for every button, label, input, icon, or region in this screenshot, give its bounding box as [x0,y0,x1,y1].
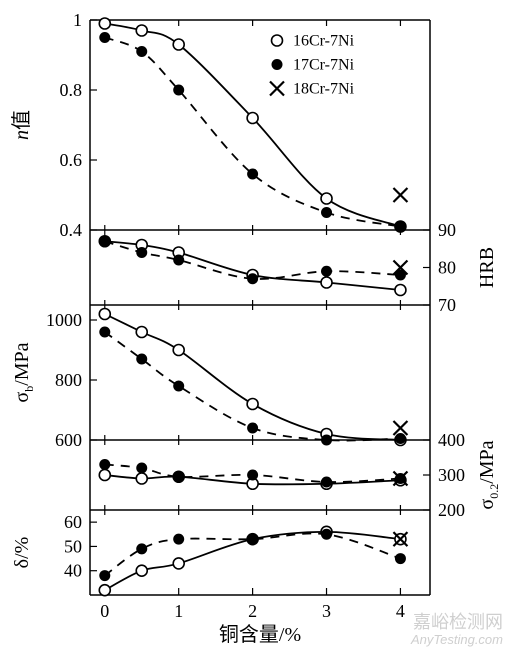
svg-text:800: 800 [55,370,82,390]
chart-svg: 0.4 0.6 0.8 1 n值 16Cr-7Ni 17Cr-7Ni 18Cr-7Ni 70 80… [0,0,511,653]
svg-text:3: 3 [322,601,331,621]
svg-text:40: 40 [64,561,82,581]
svg-text:300: 300 [438,465,465,485]
panel-markers-delta [99,526,407,595]
svg-text:n值: n值 [10,110,33,140]
svg-text:16Cr-7Ni: 16Cr-7Ni [293,33,355,50]
svg-text:σb/MPa: σb/MPa [11,342,36,402]
svg-text:1: 1 [73,10,82,30]
svg-text:0: 0 [100,601,109,621]
panel-markers-sigma_b [99,309,407,446]
svg-text:60: 60 [64,512,82,532]
svg-text:0.4: 0.4 [60,220,83,240]
panel-lines-n [105,24,401,227]
panel-markers-n [99,18,407,232]
multi-panel-chart: 0.4 0.6 0.8 1 n值 16Cr-7Ni 17Cr-7Ni 18Cr-7Ni 70 80… [0,0,511,653]
svg-text:σ0.2/MPa: σ0.2/MPa [476,440,501,509]
svg-text:0.8: 0.8 [60,80,83,100]
svg-text:70: 70 [438,295,456,315]
svg-text:80: 80 [438,258,456,278]
svg-text:50: 50 [64,536,82,556]
svg-text:18Cr-7Ni: 18Cr-7Ni [293,81,355,98]
svg-text:铜含量/%: 铜含量/% [219,623,301,646]
svg-text:600: 600 [55,430,82,450]
svg-text:400: 400 [438,430,465,450]
panel-lines-sigma_b [105,314,401,441]
svg-text:HRB: HRB [476,247,498,288]
svg-text:1: 1 [174,601,183,621]
svg-text:200: 200 [438,500,465,520]
svg-text:90: 90 [438,220,456,240]
svg-text:0.6: 0.6 [60,150,83,170]
svg-text:4: 4 [396,601,405,621]
panel-markers-sigma_02 [99,459,407,489]
svg-text:17Cr-7Ni: 17Cr-7Ni [293,57,355,74]
svg-text:2: 2 [248,601,257,621]
svg-text:δ/%: δ/% [11,537,33,569]
svg-text:1000: 1000 [46,310,82,330]
